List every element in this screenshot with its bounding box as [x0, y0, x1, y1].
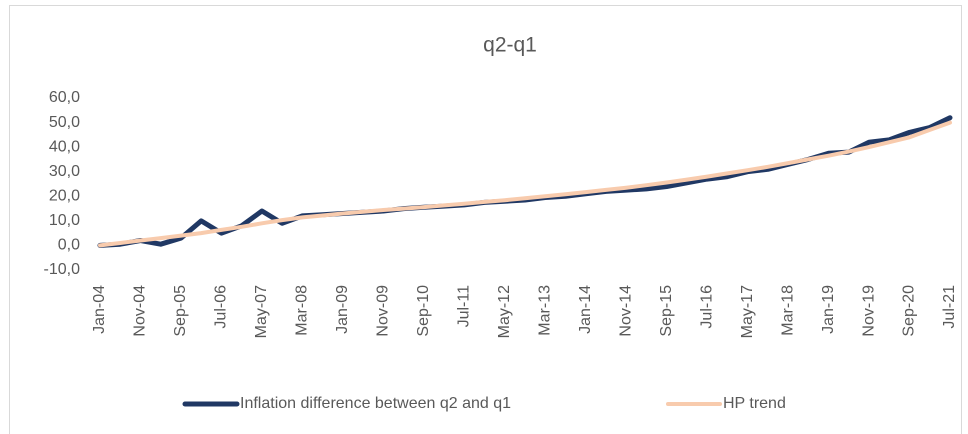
x-tick-label: Jan-19 — [820, 285, 837, 334]
x-tick-label: Jul-21 — [941, 285, 958, 329]
chart-title: q2-q1 — [483, 34, 537, 57]
x-tick-label: Sep-10 — [415, 285, 432, 337]
legend-label: Inflation difference between q2 and q1 — [240, 395, 511, 412]
y-tick-label: 60,0 — [49, 89, 80, 106]
x-tick-label: Jan-09 — [334, 285, 351, 334]
y-tick-label: 50,0 — [49, 114, 80, 131]
y-tick-label: 20,0 — [49, 188, 80, 205]
y-tick-label: 40,0 — [49, 138, 80, 155]
x-tick-label: Jan-14 — [577, 285, 594, 334]
x-tick-label: Mar-13 — [536, 285, 553, 336]
x-tick-label: May-07 — [253, 285, 270, 338]
y-tick-label: 30,0 — [49, 163, 80, 180]
x-tick-label: Jul-16 — [698, 285, 715, 329]
y-tick-label: 0,0 — [58, 237, 80, 254]
x-tick-label: Jul-06 — [213, 285, 230, 329]
x-tick-label: Jan-04 — [91, 285, 108, 334]
x-tick-label: Sep-15 — [658, 285, 675, 337]
x-tick-label: Sep-05 — [172, 285, 189, 337]
x-tick-label: Sep-20 — [901, 285, 918, 337]
x-tick-label: Nov-09 — [375, 285, 392, 337]
x-tick-label: Mar-18 — [779, 285, 796, 336]
x-tick-label: Nov-19 — [860, 285, 877, 337]
legend-label: HP trend — [723, 395, 786, 412]
x-tick-label: May-17 — [739, 285, 756, 338]
chart-frame — [9, 5, 962, 434]
y-tick-label: -10,0 — [44, 261, 81, 278]
x-tick-label: Mar-08 — [294, 285, 311, 336]
y-tick-label: 10,0 — [49, 212, 80, 229]
x-tick-label: Nov-14 — [617, 285, 634, 337]
x-tick-label: Jul-11 — [456, 285, 473, 327]
series-line — [98, 120, 952, 248]
x-tick-label: May-12 — [496, 285, 513, 338]
x-tick-label: Nov-04 — [132, 285, 149, 337]
